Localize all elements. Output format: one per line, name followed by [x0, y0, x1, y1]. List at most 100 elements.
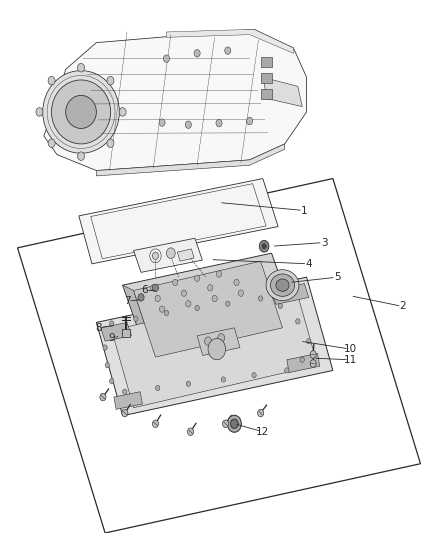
Polygon shape	[114, 392, 142, 409]
Ellipse shape	[266, 270, 299, 301]
Ellipse shape	[66, 95, 96, 128]
Polygon shape	[287, 353, 320, 373]
Circle shape	[208, 285, 213, 291]
Circle shape	[163, 55, 170, 62]
Circle shape	[186, 301, 191, 307]
Circle shape	[307, 338, 311, 344]
Circle shape	[181, 290, 187, 296]
Ellipse shape	[43, 70, 119, 154]
Circle shape	[152, 420, 159, 427]
Circle shape	[36, 108, 43, 116]
Text: 4: 4	[305, 259, 312, 269]
Bar	[261, 73, 272, 83]
Text: 3: 3	[321, 238, 328, 247]
Circle shape	[258, 409, 264, 417]
Circle shape	[151, 285, 156, 291]
Circle shape	[134, 316, 138, 321]
Circle shape	[310, 360, 316, 367]
Circle shape	[187, 428, 194, 435]
Circle shape	[78, 152, 85, 160]
Polygon shape	[272, 284, 309, 304]
Circle shape	[194, 275, 200, 281]
Circle shape	[227, 415, 241, 432]
Polygon shape	[134, 238, 202, 272]
Polygon shape	[96, 144, 285, 176]
Polygon shape	[263, 77, 302, 107]
Polygon shape	[79, 179, 278, 264]
Circle shape	[216, 271, 222, 277]
Circle shape	[259, 240, 269, 252]
Circle shape	[123, 389, 127, 394]
Circle shape	[262, 244, 266, 249]
Circle shape	[48, 139, 55, 148]
Circle shape	[226, 301, 230, 306]
Bar	[122, 329, 130, 337]
Circle shape	[205, 337, 212, 345]
Circle shape	[216, 119, 222, 127]
Bar	[261, 89, 272, 99]
Circle shape	[122, 409, 128, 417]
Ellipse shape	[52, 80, 110, 144]
Polygon shape	[123, 253, 298, 360]
Ellipse shape	[270, 274, 294, 296]
Text: 5: 5	[334, 272, 341, 282]
Circle shape	[103, 345, 107, 350]
Circle shape	[166, 248, 175, 259]
Circle shape	[164, 310, 169, 316]
Circle shape	[252, 373, 256, 378]
Circle shape	[155, 295, 160, 302]
Circle shape	[285, 368, 289, 373]
Circle shape	[159, 119, 165, 126]
Circle shape	[247, 117, 253, 125]
Circle shape	[78, 63, 85, 72]
Circle shape	[230, 419, 238, 429]
Text: 1: 1	[301, 206, 308, 215]
Circle shape	[195, 305, 199, 311]
Circle shape	[238, 290, 244, 296]
Circle shape	[221, 377, 226, 382]
Circle shape	[212, 295, 217, 302]
Polygon shape	[177, 249, 194, 261]
Polygon shape	[112, 288, 318, 408]
Polygon shape	[134, 261, 283, 357]
Circle shape	[107, 76, 114, 85]
Circle shape	[173, 279, 178, 286]
Circle shape	[300, 357, 304, 362]
Circle shape	[159, 306, 165, 312]
Polygon shape	[123, 285, 155, 360]
Circle shape	[208, 338, 226, 360]
Circle shape	[155, 385, 160, 391]
Circle shape	[310, 351, 316, 358]
Ellipse shape	[276, 279, 289, 291]
Circle shape	[296, 319, 300, 324]
Polygon shape	[166, 29, 293, 53]
Text: 2: 2	[399, 302, 406, 311]
Circle shape	[138, 294, 144, 301]
Circle shape	[225, 47, 231, 54]
Polygon shape	[44, 29, 307, 171]
Text: 10: 10	[344, 344, 357, 354]
Text: 6: 6	[141, 286, 148, 295]
Circle shape	[218, 334, 225, 342]
Text: 9: 9	[108, 334, 115, 343]
Circle shape	[152, 252, 159, 260]
Circle shape	[194, 50, 200, 57]
Circle shape	[258, 296, 263, 301]
Circle shape	[48, 76, 55, 85]
Bar	[261, 57, 272, 67]
Circle shape	[110, 321, 114, 326]
Polygon shape	[96, 277, 333, 416]
Circle shape	[185, 121, 191, 128]
Text: 12: 12	[256, 427, 269, 437]
Circle shape	[119, 108, 126, 116]
Text: 8: 8	[95, 323, 102, 333]
Circle shape	[152, 284, 159, 292]
Text: 11: 11	[344, 355, 357, 365]
Circle shape	[186, 381, 191, 386]
Circle shape	[105, 362, 110, 368]
Text: 7: 7	[124, 296, 131, 306]
Polygon shape	[269, 282, 288, 298]
Circle shape	[223, 420, 229, 427]
Circle shape	[234, 279, 239, 286]
Polygon shape	[197, 328, 240, 356]
